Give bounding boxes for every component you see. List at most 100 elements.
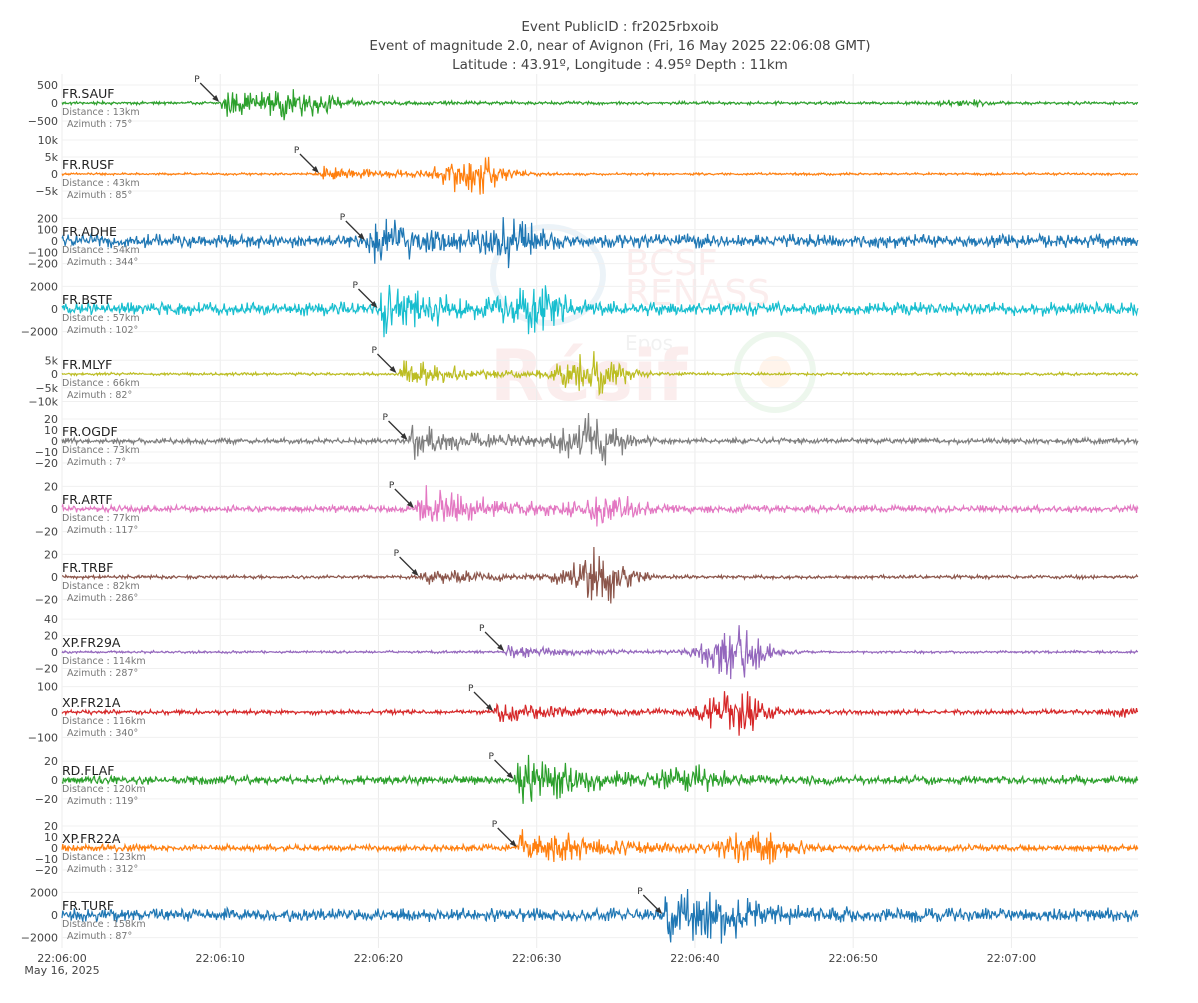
station-label: FR.RUSF <box>62 157 114 172</box>
grid <box>61 74 1138 948</box>
station-label: FR.OGDF <box>62 424 118 439</box>
y-tick-label: −10 <box>35 853 58 866</box>
waveform-line <box>61 412 1139 466</box>
station-label: XP.FR29A <box>62 635 121 650</box>
y-tick-label: 20 <box>44 755 58 768</box>
waveform-line <box>61 888 1139 944</box>
y-tick-label: 0 <box>51 706 58 719</box>
p-label: P <box>389 481 395 491</box>
p-label: P <box>352 281 358 291</box>
y-tick-label: 100 <box>37 224 58 237</box>
x-tick-label: 22:06:00 <box>37 952 86 965</box>
y-tick-label: −100 <box>28 731 58 744</box>
y-tick-label: 0 <box>51 435 58 448</box>
station-label: FR.TRBF <box>62 560 114 575</box>
p-arrow-head <box>506 772 514 779</box>
event-description-line: Event of magnitude 2.0, near of Avignon … <box>369 38 871 54</box>
p-arrow-head <box>655 907 663 914</box>
y-tick-label: 10k <box>38 134 59 147</box>
station-azimuth: Azimuth : 117° <box>67 525 138 536</box>
waveform-line <box>61 284 1139 338</box>
y-tick-label: 0 <box>51 571 58 584</box>
station-label: XP.FR21A <box>62 695 121 710</box>
watermark-logo: BCSF RENASS Epos Résif <box>490 224 816 417</box>
y-tick-label: −200 <box>28 258 58 271</box>
resif-circle-icon <box>734 331 816 413</box>
y-tick-label: 20 <box>44 820 58 833</box>
trace-xp-fr21a: 100 0 −100 XP.FR21A Distance : 116kmAzimuth … <box>28 681 1139 744</box>
trace-xp-fr29a: 40 20 0 −20 XP.FR29A Distance : 114kmAzimuth … <box>35 613 1139 680</box>
y-tick-label: 200 <box>37 212 58 225</box>
y-tick-label: 500 <box>37 79 58 92</box>
p-label: P <box>294 146 300 156</box>
x-tick-label: 22:06:20 <box>354 952 403 965</box>
station-azimuth: Azimuth : 75° <box>67 119 132 130</box>
y-tick-label: 20 <box>44 480 58 493</box>
y-tick-label: −2000 <box>21 932 58 945</box>
station-label: FR.SAUF <box>62 86 114 101</box>
trace-fr-turf: 2000 0 −2000 FR.TURF Distance : 158kmAzimuth… <box>21 886 1139 945</box>
y-tick-label: 0 <box>51 303 58 316</box>
p-label: P <box>479 624 485 634</box>
station-azimuth: Azimuth : 119° <box>67 796 138 807</box>
y-tick-label: 20 <box>44 548 58 561</box>
station-distance: Distance : 73km <box>62 445 140 456</box>
y-tick-label: 20 <box>44 413 58 426</box>
station-label: RD.FLAF <box>62 763 114 778</box>
waveform-line <box>61 217 1139 269</box>
y-tick-label: −5k <box>35 185 58 198</box>
y-tick-label: −20 <box>35 662 58 675</box>
y-tick-label: −500 <box>28 115 58 128</box>
x-date-label: May 16, 2025 <box>24 964 99 977</box>
station-azimuth: Azimuth : 287° <box>67 668 138 679</box>
station-azimuth: Azimuth : 286° <box>67 593 138 604</box>
waveform-line <box>61 829 1139 865</box>
y-tick-label: 0 <box>51 97 58 110</box>
waveform-line <box>61 754 1139 804</box>
trace-fr-bstf: 2000 0 −2000 FR.BSTF Distance : 57kmAzimuth … <box>21 280 1139 339</box>
y-tick-label: 0 <box>51 368 58 381</box>
station-distance: Distance : 82km <box>62 581 140 592</box>
y-tick-label: −100 <box>28 246 58 259</box>
y-tick-label: −20 <box>35 594 58 607</box>
y-tick-label: 0 <box>51 235 58 248</box>
station-distance: Distance : 57km <box>62 313 140 324</box>
p-arrow-head <box>509 840 517 847</box>
station-distance: Distance : 13km <box>62 107 140 118</box>
p-label: P <box>383 413 389 423</box>
watermark-text-3: Epos <box>625 331 673 355</box>
y-tick-label: −20 <box>35 457 58 470</box>
trace-fr-mlyf: 5k0−5k−10k FR.MLYF Distance : 66kmAzimuth … <box>28 346 1139 409</box>
p-arrow-head <box>212 95 220 102</box>
y-tick-label: 40 <box>44 613 58 626</box>
station-distance: Distance : 116km <box>62 716 146 727</box>
station-distance: Distance : 66km <box>62 378 140 389</box>
x-axis: 22:06:00 22:06:10 22:06:20 22:06:30 22:06:40… <box>24 952 1036 977</box>
x-tick-label: 22:06:50 <box>828 952 877 965</box>
station-distance: Distance : 120km <box>62 784 146 795</box>
p-arrow-head <box>389 366 397 373</box>
y-tick-label: 0 <box>51 503 58 516</box>
station-azimuth: Azimuth : 82° <box>67 390 132 401</box>
p-label: P <box>492 820 498 830</box>
waveform-line <box>61 691 1139 736</box>
y-tick-label: 100 <box>37 681 58 694</box>
station-distance: Distance : 123km <box>62 852 146 863</box>
station-label: FR.ARTF <box>62 492 113 507</box>
waveform-line <box>61 89 1139 121</box>
y-tick-label: 0 <box>51 646 58 659</box>
p-arrow-head <box>400 433 408 440</box>
y-tick-label: −10 <box>35 446 58 459</box>
station-azimuth: Azimuth : 7° <box>67 457 126 468</box>
y-tick-label: 5k <box>45 354 59 367</box>
p-arrow-head <box>370 301 378 308</box>
y-tick-label: 0 <box>51 168 58 181</box>
